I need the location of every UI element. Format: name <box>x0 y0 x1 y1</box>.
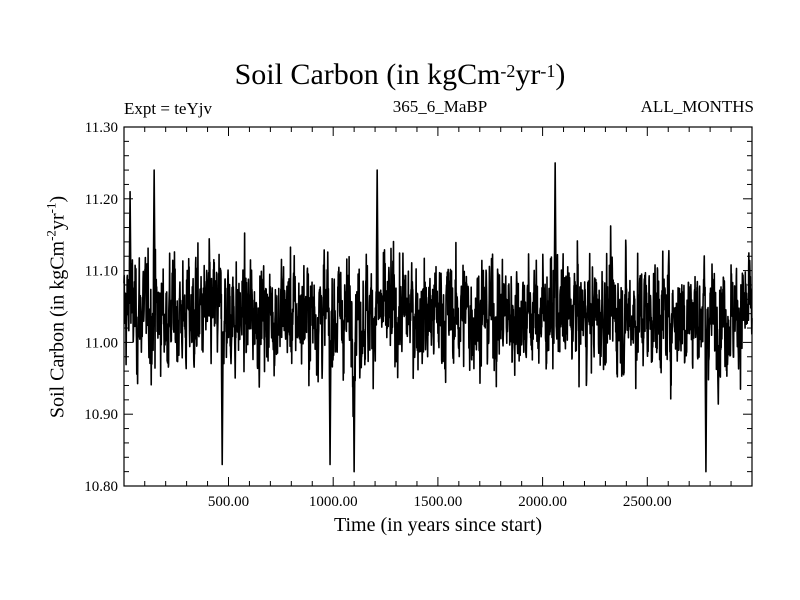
y-tick-label: 11.30 <box>85 120 118 136</box>
x-axis-label: Time (in years since start) <box>333 514 543 536</box>
x-tick-label: 1500.00 <box>414 494 463 510</box>
x-axis: 500.00 1000.00 1500.00 2000.00 2500.00 <box>144 127 732 510</box>
x-tick-label: 1000.00 <box>309 494 358 510</box>
months-label: ALL_MONTHS <box>640 97 754 116</box>
title-sup-1: -2 <box>500 61 516 81</box>
y-tick-label: 11.00 <box>85 335 118 351</box>
y-axis-label: Soil Carbon (in kgCm-2yr-1) <box>43 195 70 418</box>
ylabel-close: ) <box>46 195 69 203</box>
y-axis-label-container: Soil Carbon (in kgCm-2yr-1) <box>36 127 80 486</box>
experiment-label: Expt = teYjv <box>124 99 212 118</box>
title-sup-2: -1 <box>540 61 556 81</box>
ylabel-sup-2: -1 <box>43 202 59 213</box>
series-line-soil-carbon <box>123 162 753 473</box>
y-tick-label: 11.10 <box>85 264 118 280</box>
title-text: Soil Carbon (in kgCm <box>234 58 501 91</box>
ylabel-sup-1: -2 <box>43 229 59 241</box>
x-tick-label: 2500.00 <box>623 494 672 510</box>
y-tick-label: 11.20 <box>85 192 118 208</box>
y-tick-label: 10.90 <box>84 407 118 423</box>
series-layer <box>123 162 753 473</box>
ylabel-unit: yr <box>46 212 69 230</box>
x-tick-label: 2000.00 <box>518 494 567 510</box>
y-tick-label: 10.80 <box>84 479 118 495</box>
chart-title: Soil Carbon (in kgCm-2yr-1) <box>0 58 800 92</box>
ylabel-text: Soil Carbon (in kgCm <box>46 240 69 418</box>
y-axis: 10.80 10.90 11.00 11.10 11.20 11.30 <box>84 120 752 495</box>
chart-subtitle: 365_6_MaBP <box>392 97 488 116</box>
title-close: ) <box>555 58 566 91</box>
title-unit: yr <box>515 58 541 91</box>
x-tick-label: 500.00 <box>208 494 249 510</box>
